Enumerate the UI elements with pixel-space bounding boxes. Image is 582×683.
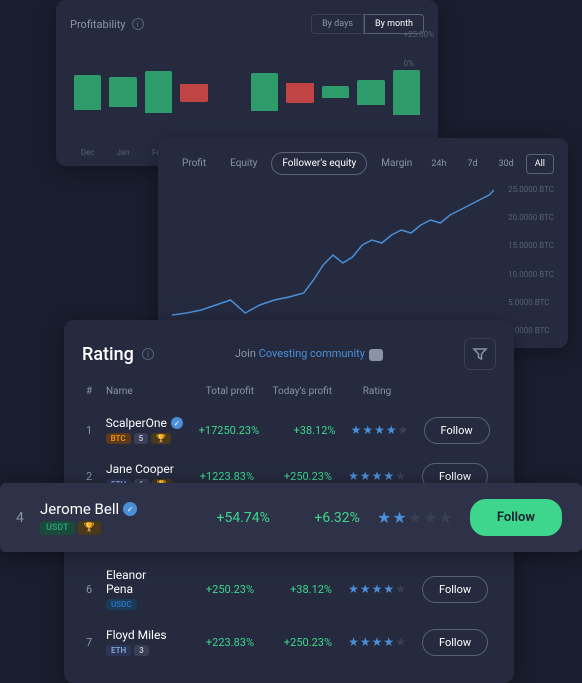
tab-follower-s-equity[interactable]: Follower's equity bbox=[271, 152, 367, 175]
rating-title: Rating i bbox=[82, 344, 154, 365]
verified-icon: ✓ bbox=[123, 502, 137, 516]
trader-info: Jerome Bell ✓ USDT🏆 bbox=[40, 500, 180, 535]
follow-button[interactable]: Follow bbox=[422, 576, 488, 603]
filter-button[interactable] bbox=[464, 338, 496, 370]
table-row: 7Floyd MilesETH3+223.83%+250.23%★★★★★Fol… bbox=[82, 619, 496, 665]
total-profit: +54.74% bbox=[180, 510, 270, 526]
equity-y-axis: 25.0000 BTC20.0000 BTC15.0000 BTC10.0000… bbox=[508, 185, 554, 335]
info-icon[interactable]: i bbox=[142, 348, 154, 360]
highlighted-trader-row: 4 Jerome Bell ✓ USDT🏆 +54.74% +6.32% ★★★… bbox=[0, 483, 582, 552]
covesting-link[interactable]: Covesting community bbox=[259, 347, 365, 360]
chat-icon bbox=[369, 349, 383, 361]
equity-tabs: ProfitEquityFollower's equityMargin bbox=[172, 152, 422, 175]
trader-name-label: Jerome Bell bbox=[40, 500, 119, 518]
range-30d[interactable]: 30d bbox=[490, 154, 523, 174]
filter-icon bbox=[472, 346, 488, 362]
range-7d[interactable]: 7d bbox=[458, 154, 486, 174]
range-24h[interactable]: 24h bbox=[422, 154, 455, 174]
tab-profit[interactable]: Profit bbox=[172, 152, 216, 175]
star-rating: ★★★★★ bbox=[360, 508, 470, 527]
equity-card: ProfitEquityFollower's equityMargin 24h7… bbox=[158, 138, 568, 348]
join-text: Join Covesting community bbox=[235, 347, 383, 360]
info-icon[interactable]: i bbox=[132, 18, 144, 30]
by-days-button[interactable]: By days bbox=[311, 14, 364, 34]
follow-button[interactable]: Follow bbox=[424, 417, 490, 444]
bar-chart-y-labels: +25.00% 0% bbox=[404, 30, 435, 68]
range-all[interactable]: All bbox=[526, 154, 554, 174]
profitability-title: Profitability i bbox=[70, 18, 144, 31]
equity-line-chart: 25.0000 BTC20.0000 BTC15.0000 BTC10.0000… bbox=[172, 185, 554, 335]
rank-number: 4 bbox=[16, 510, 40, 526]
profitability-bar-chart bbox=[70, 42, 424, 142]
trader-badges: USDT🏆 bbox=[40, 521, 180, 535]
today-profit: +6.32% bbox=[270, 510, 360, 526]
follow-button[interactable]: Follow bbox=[422, 629, 488, 656]
table-row: 1ScalperOne✓BTC5🏆+17250.23%+38.12%★★★★★F… bbox=[82, 407, 496, 453]
tab-equity[interactable]: Equity bbox=[220, 152, 267, 175]
range-selector: 24h7d30dAll bbox=[422, 154, 554, 174]
tab-margin[interactable]: Margin bbox=[371, 152, 422, 175]
verified-icon: ✓ bbox=[171, 417, 183, 429]
follow-button[interactable]: Follow bbox=[470, 499, 562, 536]
table-row: 6Eleanor PenaUSDC+250.23%+38.12%★★★★★Fol… bbox=[82, 559, 496, 619]
table-header: # Name Total profit Today's profit Ratin… bbox=[82, 386, 496, 407]
